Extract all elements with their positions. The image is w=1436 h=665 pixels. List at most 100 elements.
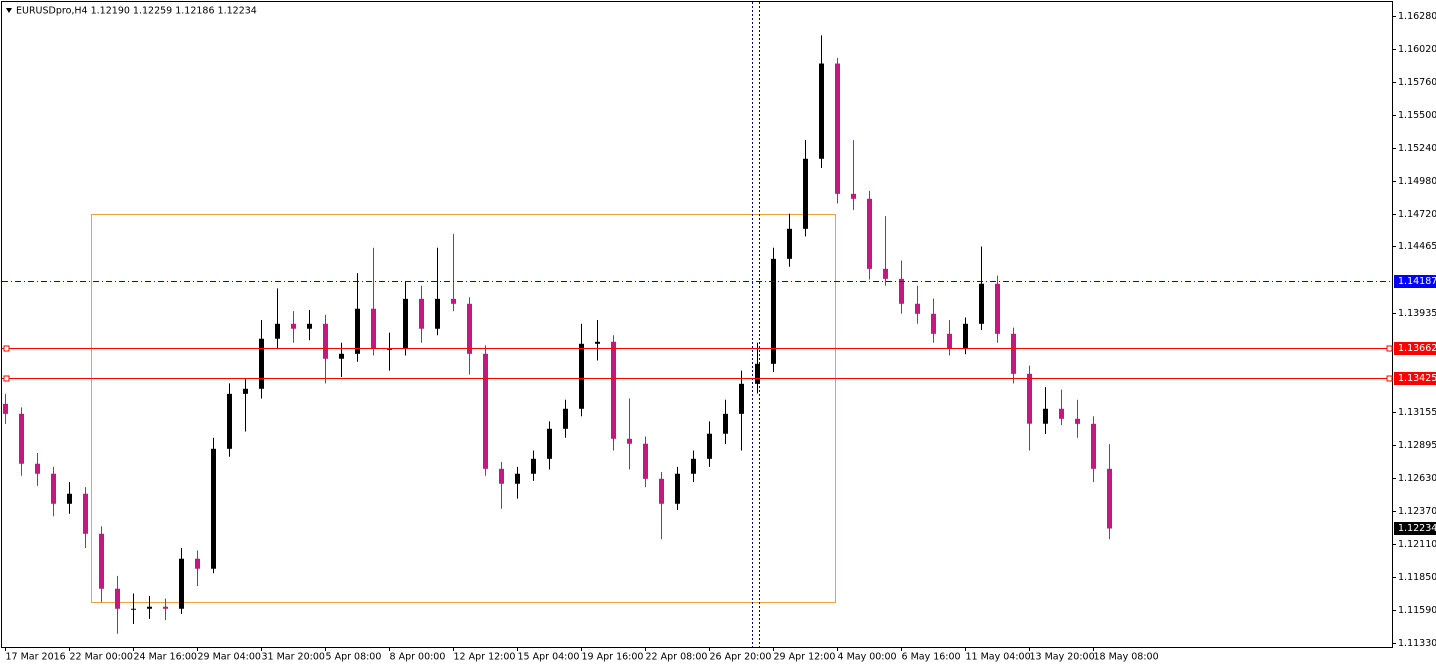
candle-body	[931, 313, 936, 334]
candle-body	[739, 383, 744, 414]
candle-body	[163, 606, 168, 609]
candle-body	[291, 323, 296, 329]
y-tick-label: 1.12110	[1398, 539, 1436, 550]
price-label-box	[1394, 342, 1436, 355]
y-tick-label: 1.12370	[1398, 506, 1436, 517]
x-tick-label: 17 Mar 2016	[6, 652, 66, 663]
y-tick-label: 1.16020	[1398, 44, 1436, 55]
candle-body	[179, 558, 184, 609]
candle-body	[467, 303, 472, 354]
candle-body	[899, 278, 904, 304]
candle-body	[339, 353, 344, 359]
candle-body	[147, 606, 152, 609]
candle-body	[483, 353, 488, 469]
candle-body	[531, 458, 536, 474]
y-tick-label: 1.11330	[1398, 638, 1436, 649]
candle-body	[403, 298, 408, 349]
x-tick-label: 22 Mar 00:00	[70, 652, 133, 663]
chart-title: EURUSDpro,H4 1.12190 1.12259 1.12186 1.1…	[16, 6, 257, 17]
candle-body	[1059, 408, 1064, 419]
candle-body	[227, 393, 232, 449]
candle-body	[755, 363, 760, 384]
x-tick-label: 4 May 00:00	[838, 652, 897, 663]
candle-body	[867, 198, 872, 269]
x-tick-label: 29 Mar 04:00	[198, 652, 261, 663]
x-tick-label: 29 Apr 12:00	[774, 652, 836, 663]
candle-body	[1011, 333, 1016, 374]
x-tick-label: 13 May 20:00	[1030, 652, 1095, 663]
x-tick-label: 31 Mar 20:00	[262, 652, 325, 663]
line-handle	[1386, 345, 1393, 352]
candle-body	[515, 473, 520, 484]
line-handle	[3, 375, 10, 382]
candle-body	[195, 558, 200, 569]
y-tick-label: 1.15760	[1398, 77, 1436, 88]
y-tick-label: 1.14980	[1398, 176, 1436, 187]
candle-body	[579, 343, 584, 409]
y-tick-label: 1.13155	[1398, 407, 1436, 418]
candle-body	[307, 323, 312, 329]
y-tick-label: 1.14720	[1398, 209, 1436, 220]
candle-body	[963, 323, 968, 349]
y-tick-label: 1.11850	[1398, 572, 1436, 583]
candle-body	[707, 433, 712, 459]
y-tick-label: 1.12895	[1398, 440, 1436, 451]
candle-body	[211, 448, 216, 569]
candle-body	[1027, 373, 1032, 424]
candle-body	[915, 303, 920, 314]
candle-body	[259, 338, 264, 389]
candle-body	[451, 298, 456, 304]
line-handle	[3, 345, 10, 352]
x-tick-label: 26 Apr 20:00	[710, 652, 772, 663]
candle-body	[819, 63, 824, 159]
candle-body	[547, 428, 552, 459]
candle-body	[371, 308, 376, 349]
menu-arrow[interactable]	[6, 8, 12, 13]
price-label: 1.14187	[1398, 276, 1436, 287]
candle-body	[723, 413, 728, 434]
candle-body	[67, 493, 72, 504]
candle-body	[1107, 468, 1112, 529]
y-tick-label: 1.15500	[1398, 110, 1436, 121]
candle-body	[835, 63, 840, 194]
x-tick-label: 18 May 08:00	[1094, 652, 1159, 663]
price-label: 1.13425	[1398, 373, 1436, 384]
candle-body	[691, 458, 696, 474]
candle-body	[851, 193, 856, 199]
candle-body	[611, 341, 616, 439]
candle-body	[627, 438, 632, 444]
candle-body	[1075, 418, 1080, 424]
candle-body	[19, 413, 24, 464]
candle-body	[595, 341, 600, 344]
x-tick-label: 12 Apr 12:00	[454, 652, 516, 663]
candle-body	[883, 268, 888, 279]
candle-body	[355, 308, 360, 354]
candle-body	[947, 333, 952, 349]
y-tick-label: 1.13935	[1398, 308, 1436, 319]
price-label-box	[1394, 372, 1436, 385]
candle-body	[563, 408, 568, 429]
candle-body	[675, 473, 680, 504]
candle-body	[499, 468, 504, 484]
candle-body	[83, 493, 88, 534]
line-handle	[1386, 375, 1393, 382]
x-tick-label: 15 Apr 04:00	[518, 652, 580, 663]
x-tick-label: 22 Apr 08:00	[646, 652, 708, 663]
candle-body	[275, 323, 280, 339]
x-tick-label: 5 Apr 08:00	[326, 652, 382, 663]
candle-body	[35, 463, 40, 474]
candle-body	[387, 348, 392, 350]
candle-body	[659, 478, 664, 504]
x-tick-label: 6 May 16:00	[902, 652, 961, 663]
candle-body	[243, 388, 248, 394]
last-price-label: 1.12234	[1398, 523, 1436, 534]
candle-body	[115, 588, 120, 609]
x-tick-label: 19 Apr 16:00	[582, 652, 644, 663]
y-tick-label: 1.15240	[1398, 143, 1436, 154]
x-tick-label: 8 Apr 00:00	[390, 652, 446, 663]
plot-frame	[1, 1, 1393, 648]
y-tick-label: 1.16280	[1398, 11, 1436, 22]
candle-body	[131, 608, 136, 610]
rectangle-object[interactable]	[91, 214, 836, 603]
